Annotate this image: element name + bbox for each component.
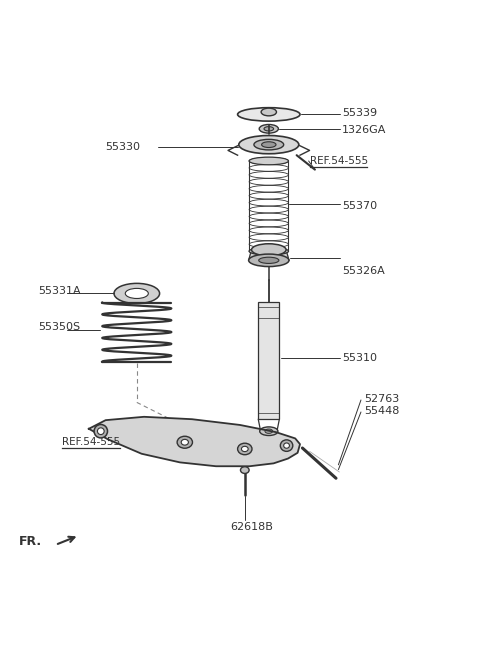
Ellipse shape <box>125 289 148 298</box>
Ellipse shape <box>280 440 293 451</box>
Ellipse shape <box>259 125 278 133</box>
Text: 1326GA: 1326GA <box>342 125 386 134</box>
Ellipse shape <box>241 446 248 451</box>
Text: 55448: 55448 <box>364 406 399 416</box>
Text: 55370: 55370 <box>342 201 377 211</box>
Ellipse shape <box>238 443 252 455</box>
Ellipse shape <box>114 283 159 304</box>
Ellipse shape <box>239 136 299 154</box>
Ellipse shape <box>262 142 276 148</box>
Text: 52763: 52763 <box>364 394 399 404</box>
Ellipse shape <box>261 108 276 116</box>
Polygon shape <box>89 417 300 466</box>
Text: FR.: FR. <box>19 535 42 548</box>
Ellipse shape <box>249 254 289 266</box>
Text: 55350S: 55350S <box>38 321 81 331</box>
Ellipse shape <box>249 247 288 255</box>
Text: 55326A: 55326A <box>342 266 385 276</box>
Text: 55310: 55310 <box>342 353 377 363</box>
Bar <box>258 302 279 419</box>
Ellipse shape <box>94 424 108 438</box>
Ellipse shape <box>177 436 192 448</box>
Ellipse shape <box>97 428 104 434</box>
Text: REF.54-555: REF.54-555 <box>62 438 120 447</box>
Ellipse shape <box>240 466 249 474</box>
Ellipse shape <box>260 427 278 436</box>
Text: 55331A: 55331A <box>38 285 81 296</box>
Ellipse shape <box>252 244 286 256</box>
Ellipse shape <box>265 429 273 434</box>
Ellipse shape <box>249 157 288 165</box>
Text: REF.54-555: REF.54-555 <box>310 156 368 167</box>
Text: 55339: 55339 <box>342 108 377 118</box>
Ellipse shape <box>181 440 188 445</box>
Ellipse shape <box>284 443 289 448</box>
Ellipse shape <box>259 257 279 264</box>
Polygon shape <box>249 250 289 260</box>
Ellipse shape <box>264 127 274 131</box>
Text: 62618B: 62618B <box>230 522 273 532</box>
Ellipse shape <box>254 139 284 150</box>
Ellipse shape <box>238 108 300 121</box>
Text: 55330: 55330 <box>106 142 141 152</box>
